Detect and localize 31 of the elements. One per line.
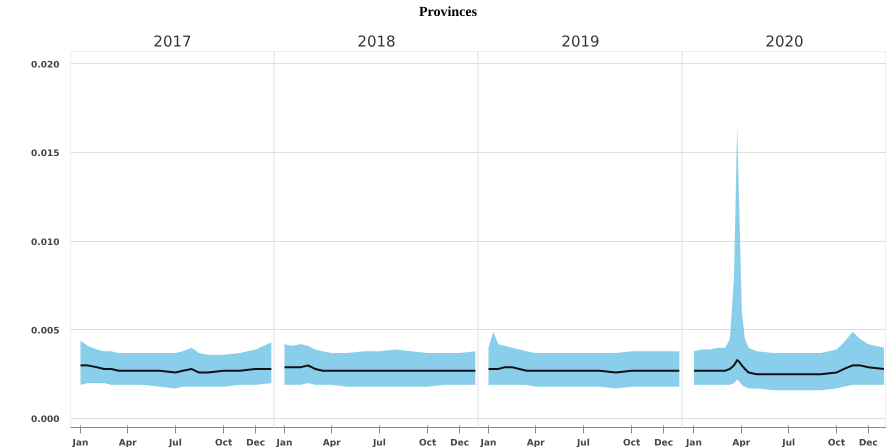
x-tick-label: Apr: [322, 438, 342, 447]
x-tick-label: Jan: [276, 438, 292, 447]
x-tick-label: Dec: [654, 438, 674, 447]
x-tick-label: Jan: [72, 438, 88, 447]
x-tick-label: Jul: [372, 438, 386, 447]
chart-title: 2020: [765, 32, 804, 50]
x-tick-label: Dec: [450, 438, 470, 447]
chart-title: 2017: [153, 32, 192, 50]
x-tick-label: Dec: [858, 438, 878, 447]
x-tick-label: Apr: [732, 438, 751, 447]
y-tick-label: 0.010: [31, 238, 60, 248]
x-tick-label: Jul: [576, 438, 590, 447]
x-tick-label: Jan: [685, 438, 702, 447]
y-tick-label: 0.015: [31, 149, 60, 160]
y-tick-label: 0.000: [31, 415, 60, 426]
y-tick-label: 0.005: [31, 326, 60, 336]
x-tick-label: Oct: [828, 438, 846, 447]
line-series: [79, 364, 272, 374]
x-tick-label: Jan: [480, 438, 496, 447]
chart-title: 2018: [357, 32, 396, 50]
text: Provinces: [418, 5, 478, 21]
x-tick-label: Jul: [781, 438, 796, 447]
y-tick-label: 0.020: [31, 60, 60, 70]
chart-title: 2019: [561, 32, 600, 50]
x-tick-label: Apr: [526, 438, 546, 447]
x-tick-label: Oct: [418, 438, 437, 447]
x-tick-label: Dec: [246, 438, 266, 447]
x-tick-label: Oct: [214, 438, 233, 447]
x-tick-label: Jul: [168, 438, 182, 447]
x-tick-label: Oct: [622, 438, 641, 447]
x-tick-label: Apr: [118, 438, 138, 447]
